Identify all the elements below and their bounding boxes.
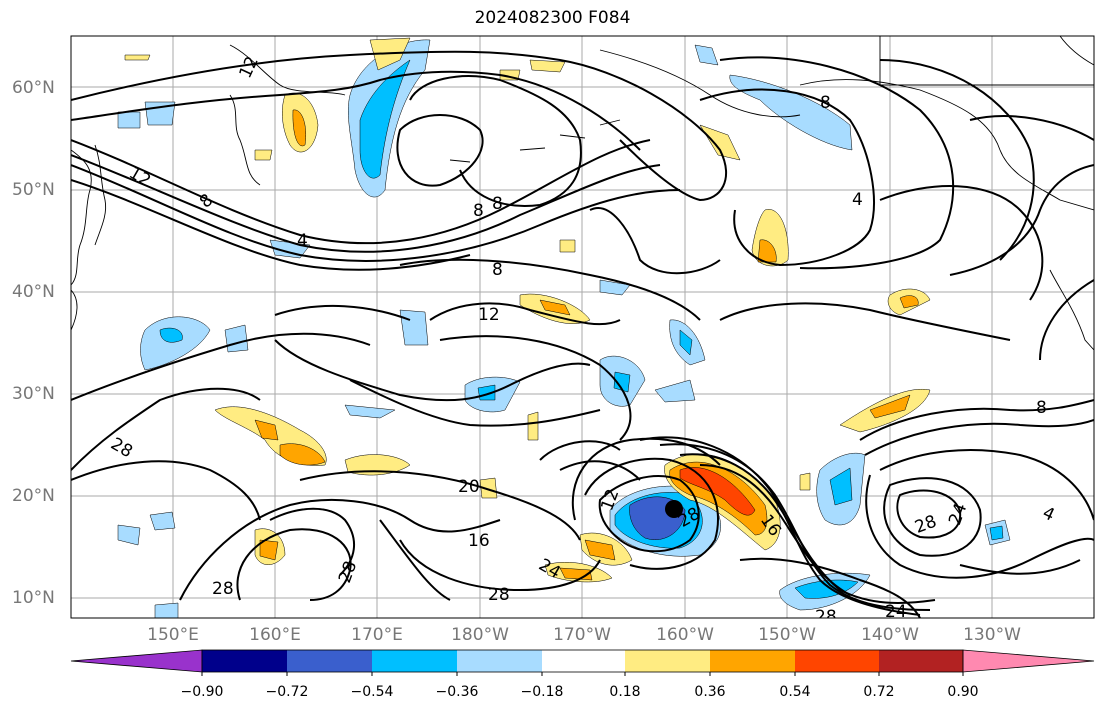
colorbar-swatch [625,650,710,672]
lat-label: 50°N [12,180,55,200]
colorbar-label: 0.90 [947,684,979,700]
lon-label: 150°W [758,625,816,645]
contour-label: 8 [492,194,503,214]
contour-label: 8 [820,93,831,113]
lat-label: 60°N [12,78,55,98]
contour-label: 8 [1036,398,1047,418]
colorbar-swatch [710,650,795,672]
coastlines [71,36,1094,351]
contour-label: 4 [297,231,308,251]
lat-label: 40°N [12,282,55,302]
colorbar-extend-low [70,649,203,673]
plot-frame [70,35,1095,619]
colorbar-swatch [879,650,963,672]
contour-label: 28 [488,585,510,605]
colorbar [70,649,1095,676]
contour-label: 28 [212,579,234,599]
lon-label: 180°W [451,625,509,645]
colorbar-extend-high [962,649,1095,673]
contour-label: 20 [458,477,480,497]
colorbar-swatch [372,650,457,672]
colorbar-label: −0.36 [435,684,479,700]
contour-label: 4 [852,190,863,210]
colorbar-swatch [457,650,542,672]
colorbar-swatch [795,650,879,672]
colorbar-swatch [287,650,372,672]
contour-label: 28 [815,607,837,627]
colorbar-label: −0.54 [350,684,394,700]
lon-label: 170°W [553,625,611,645]
lon-label: 160°W [656,625,714,645]
colorbar-swatch [542,650,625,672]
lat-label: 30°N [12,384,55,404]
contour-label: 8 [473,201,484,221]
colorbar-label: −0.90 [180,684,224,700]
contour-label: 24 [885,602,907,622]
colorbar-label: 0.72 [863,684,895,700]
contour-label: 16 [468,531,490,551]
lon-label: 150°E [147,625,199,645]
lon-label: 130°W [963,625,1021,645]
colorbar-swatch [202,650,287,672]
colorbar-label: −0.18 [520,684,564,700]
lon-label: 160°E [249,625,301,645]
map-title: 2024082300 F084 [474,8,631,28]
storm-center-marker [665,500,683,518]
colorbar-label: 0.36 [694,684,726,700]
lon-label: 170°E [351,625,403,645]
contour-label: 12 [478,305,500,325]
contours [71,50,1094,618]
lat-label: 20°N [12,486,55,506]
lat-label: 10°N [12,588,55,608]
contour-label: 8 [492,260,503,280]
colorbar-label: 0.18 [609,684,641,700]
lon-label: 140°W [861,625,919,645]
shaded-field [117,37,1011,618]
colorbar-label: −0.72 [265,684,309,700]
colorbar-label: 0.54 [779,684,811,700]
